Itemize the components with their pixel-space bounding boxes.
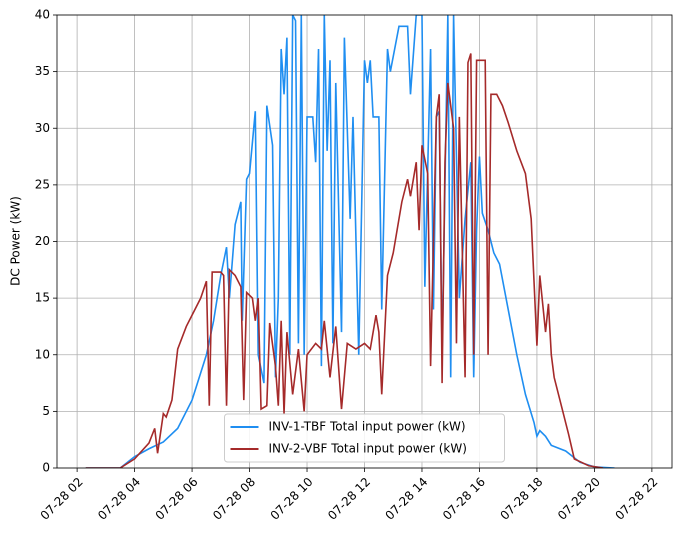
plot-frame <box>56 14 673 469</box>
series-line <box>85 15 615 468</box>
y-tick-label: 40 <box>35 8 50 22</box>
x-tick-label: 07-28 06 <box>153 475 201 523</box>
x-tick-label: 07-28 18 <box>497 475 545 523</box>
y-tick-label: 35 <box>35 64 50 78</box>
x-tick-label: 07-28 14 <box>383 475 431 523</box>
legend-box <box>224 413 505 463</box>
x-tick-label: 07-28 02 <box>38 475 86 523</box>
x-tick-label: 07-28 22 <box>612 475 660 523</box>
y-tick-label: 5 <box>42 404 50 418</box>
series-line <box>85 53 604 468</box>
legend-label: INV-1-TBF Total input power (kW) <box>269 420 466 434</box>
x-tick-label: 07-28 12 <box>325 475 373 523</box>
x-tick-label: 07-28 16 <box>440 475 488 523</box>
y-tick-label: 20 <box>35 234 50 248</box>
y-tick-label: 25 <box>35 177 50 191</box>
y-tick-label: 30 <box>35 121 50 135</box>
x-tick-label: 07-28 10 <box>268 475 316 523</box>
x-tick-label: 07-28 04 <box>95 475 143 523</box>
y-tick-label: 10 <box>35 347 50 361</box>
y-tick-label: 15 <box>35 291 50 305</box>
y-tick-label: 0 <box>42 461 50 475</box>
legend-label: INV-2-VBF Total input power (kW) <box>269 442 467 456</box>
y-axis-label: DC Power (kW) <box>9 196 23 286</box>
x-tick-label: 07-28 20 <box>555 475 603 523</box>
x-tick-label: 07-28 08 <box>210 475 258 523</box>
